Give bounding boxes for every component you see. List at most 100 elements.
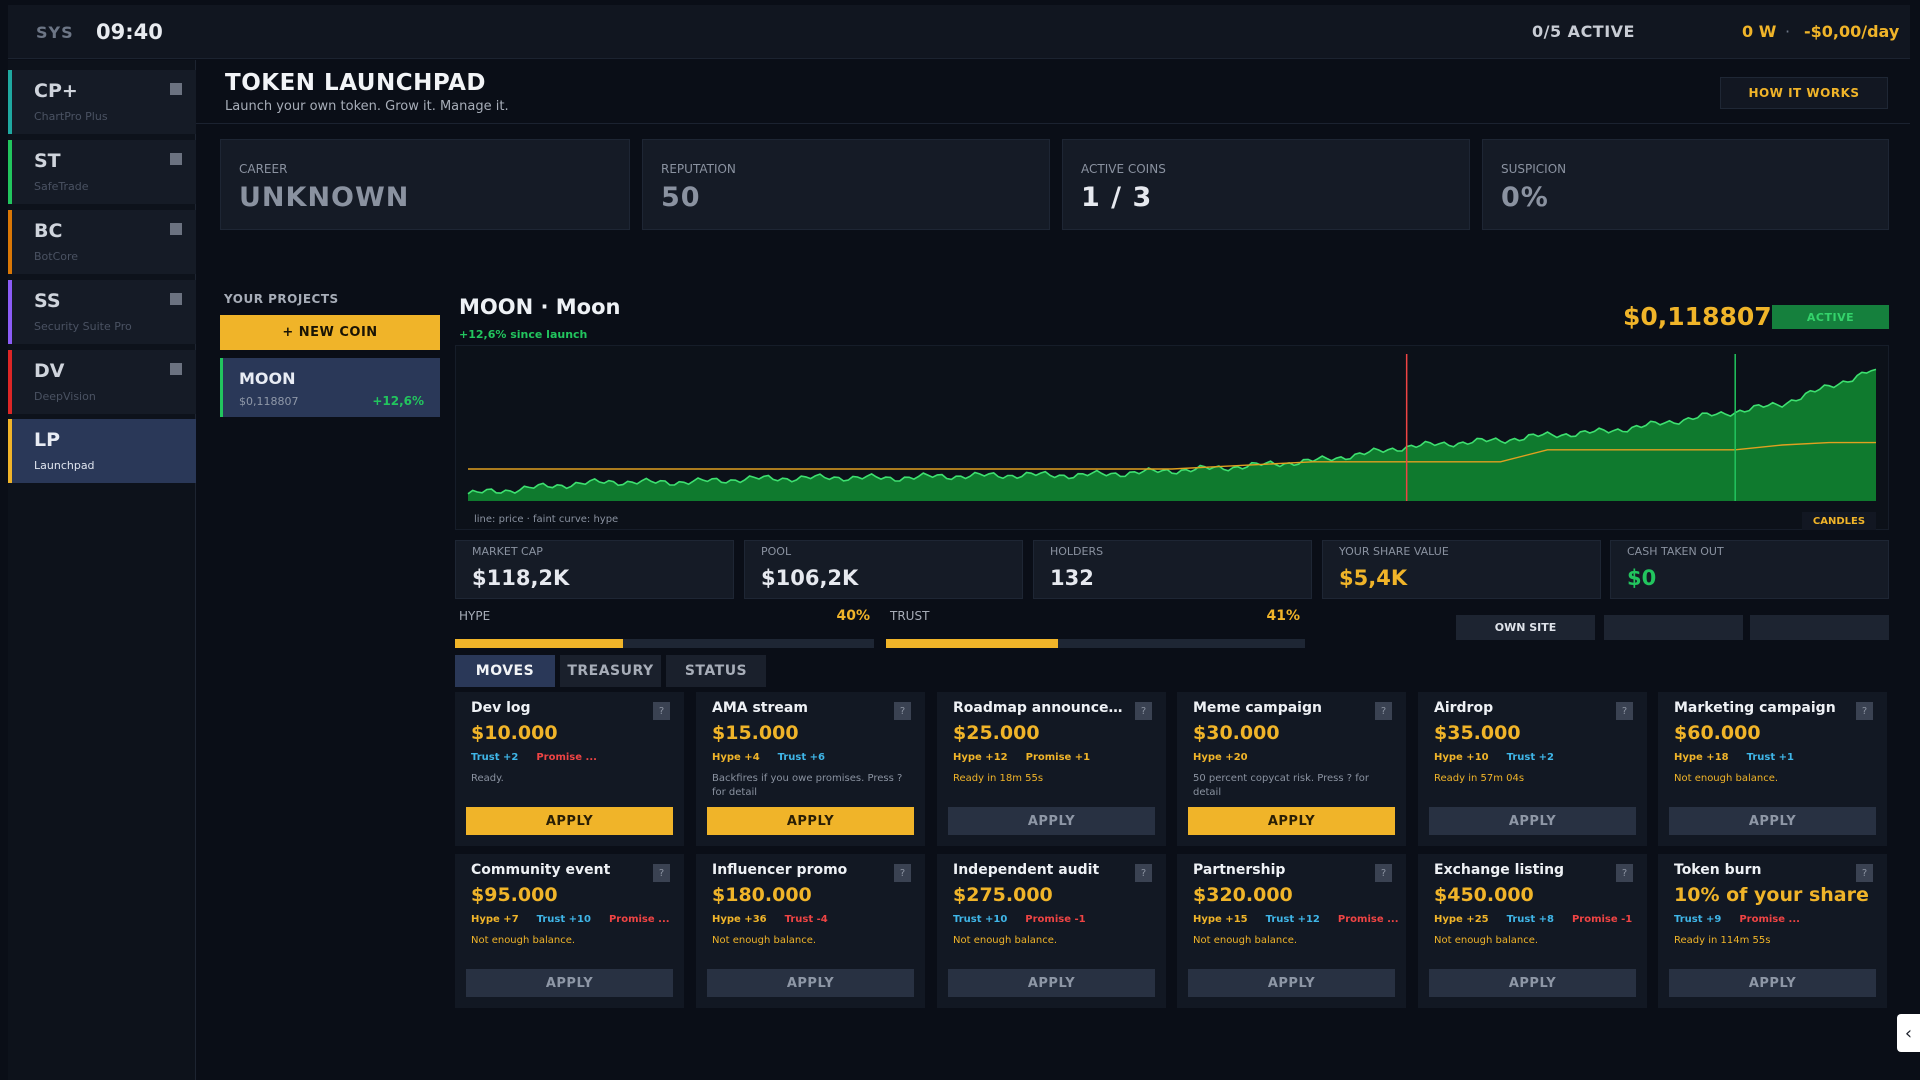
trust-label: TRUST [890,609,930,623]
sidebar-item-abbr: BC [34,220,63,242]
question-icon[interactable]: ? [1616,702,1633,720]
project-card-moon[interactable]: MOON $0,118807 +12,6% [220,358,440,417]
tab-status[interactable]: STATUS [666,655,766,687]
projects-heading: YOUR PROJECTS [224,292,339,306]
question-icon[interactable]: ? [894,864,911,882]
stat-label: SUSPICION [1501,162,1567,176]
sidebar-item-abbr: LP [34,429,61,451]
move-effect: Promise ... [608,914,670,925]
sidebar-item-botcore[interactable]: BC BotCore [8,210,196,274]
chevron-left-icon[interactable]: ‹ [1897,1014,1920,1052]
sidebar-item-abbr: SS [34,290,61,312]
stat-card-reputation: REPUTATION 50 [642,139,1050,230]
move-effect: Promise -1 [1025,914,1086,925]
hype-percent: 40% [836,608,870,624]
how-it-works-button[interactable]: HOW IT WORKS [1720,77,1888,109]
site-button-3[interactable] [1750,615,1889,640]
cost-rate: -$0,00/day [1804,22,1900,41]
candles-button[interactable]: CANDLES [1802,512,1876,530]
move-title: Independent audit [953,862,1100,878]
question-icon[interactable]: ? [1375,702,1392,720]
new-coin-button[interactable]: + NEW COIN [220,315,440,350]
move-cost: $275.000 [953,884,1053,906]
stat-label: REPUTATION [661,162,736,176]
own-site-button[interactable]: OWN SITE [1456,615,1595,640]
move-effects: Hype +7 Trust +10 Promise ... [471,914,681,925]
move-cost: $15.000 [712,722,799,744]
tab-moves[interactable]: MOVES [455,655,555,687]
tab-treasury[interactable]: TREASURY [560,655,661,687]
apply-button[interactable]: APPLY [948,807,1155,835]
apply-button[interactable]: APPLY [1188,807,1395,835]
square-icon [170,153,182,165]
move-effect: Promise ... [1337,914,1399,925]
page-title: TOKEN LAUNCHPAD [225,70,486,96]
stat-card-active-coins: ACTIVE COINS 1 / 3 [1062,139,1470,230]
hype-bar-fill [455,639,623,648]
page-subtitle: Launch your own token. Grow it. Manage i… [225,99,509,114]
sidebar-item-label: ChartPro Plus [34,110,108,123]
move-status: Not enough balance. [712,935,817,946]
apply-button[interactable]: APPLY [1188,969,1395,997]
move-effect: Trust -4 [784,914,828,925]
move-effects: Hype +25 Trust +8 Promise -1 [1434,914,1644,925]
move-effect: Promise ... [1739,914,1800,925]
project-price: $0,118807 [239,395,299,408]
move-status: Ready in 114m 55s [1674,935,1771,946]
move-cost: $10.000 [471,722,558,744]
sidebar-item-label: BotCore [34,250,79,263]
move-card: AMA stream? $15.000 Hype +4 Trust +6 Backfir… [696,692,925,846]
apply-button[interactable]: APPLY [707,969,914,997]
apply-button[interactable]: APPLY [466,969,673,997]
sidebar-item-security-suite[interactable]: SS Security Suite Pro [8,280,196,344]
sidebar-item-safetrade[interactable]: ST SafeTrade [8,140,196,204]
stat-value: 50 [661,182,701,213]
sidebar-item-label: Security Suite Pro [34,320,132,333]
move-title: Airdrop [1434,700,1494,716]
apply-button[interactable]: APPLY [948,969,1155,997]
question-icon[interactable]: ? [894,702,911,720]
sidebar-item-deepvision[interactable]: DV DeepVision [8,350,196,414]
move-title: Partnership [1193,862,1286,878]
metric-label: YOUR SHARE VALUE [1339,545,1449,558]
question-icon[interactable]: ? [1375,864,1392,882]
site-button-2[interactable] [1604,615,1743,640]
move-effect: Trust +10 [953,914,1008,925]
move-title: Token burn [1674,862,1762,878]
apply-button[interactable]: APPLY [1429,807,1636,835]
apply-button[interactable]: APPLY [1669,807,1876,835]
price-line [467,368,1877,495]
sidebar: CP+ ChartPro Plus ST SafeTrade BC BotCor… [8,60,196,1080]
question-icon[interactable]: ? [653,864,670,882]
sidebar-item-launchpad[interactable]: LP Launchpad [8,419,196,483]
metric-label: MARKET CAP [472,545,543,558]
move-status: 50 percent copycat risk. Press ? for det… [1193,773,1369,798]
question-icon[interactable]: ? [1135,702,1152,720]
metric-value: $5,4K [1339,566,1408,590]
move-effects: Hype +10 Trust +2 [1434,752,1644,763]
metric-label: HOLDERS [1050,545,1104,558]
question-icon[interactable]: ? [1616,864,1633,882]
price-area [468,369,1876,501]
question-icon[interactable]: ? [1856,702,1873,720]
question-icon[interactable]: ? [653,702,670,720]
move-cost: $180.000 [712,884,812,906]
sidebar-item-chartpro[interactable]: CP+ ChartPro Plus [8,70,196,134]
move-effect: Hype +7 [471,914,519,925]
question-icon[interactable]: ? [1856,864,1873,882]
question-icon[interactable]: ? [1135,864,1152,882]
move-cost: $60.000 [1674,722,1761,744]
move-effects: Hype +20 [1193,752,1403,763]
move-effect: Promise ... [536,752,597,763]
apply-button[interactable]: APPLY [707,807,914,835]
move-status: Ready in 18m 55s [953,773,1044,784]
move-effect: Hype +12 [953,752,1008,763]
move-status: Not enough balance. [471,935,576,946]
move-effects: Hype +18 Trust +1 [1674,752,1884,763]
apply-button[interactable]: APPLY [466,807,673,835]
apply-button[interactable]: APPLY [1429,969,1636,997]
apply-button[interactable]: APPLY [1669,969,1876,997]
move-effect: Trust +1 [1746,752,1794,763]
stat-card-career: CAREER UNKNOWN [220,139,630,230]
